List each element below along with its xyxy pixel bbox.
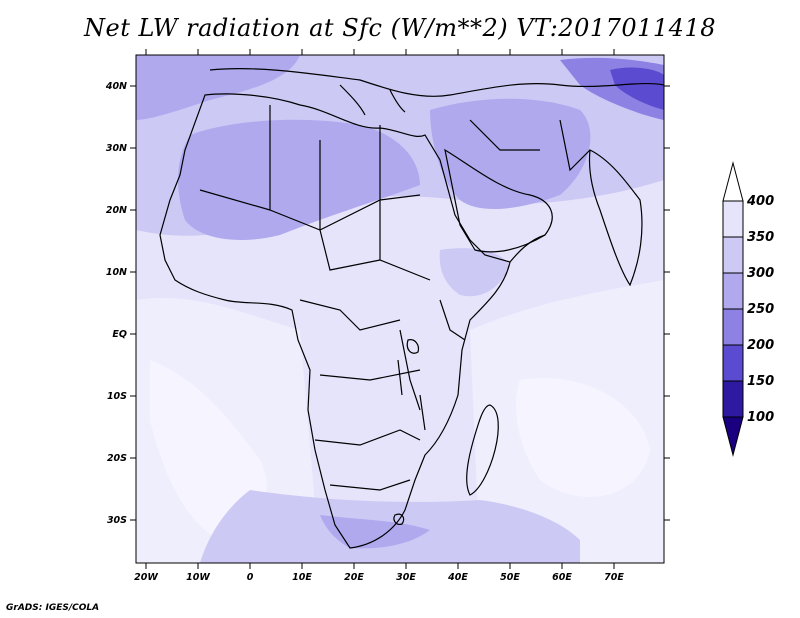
lat-label: 10S	[107, 391, 127, 402]
colorbar-bottom-arrow	[722, 416, 744, 457]
map-title: Net LW radiation at Sfc (W/m**2) VT:2017…	[84, 14, 716, 42]
lon-label: 10E	[292, 572, 312, 583]
colorbar-label: 250	[747, 302, 774, 317]
plot-frame	[135, 54, 665, 564]
colorbar-top-arrow	[722, 161, 744, 202]
latitude-axis	[130, 85, 670, 521]
colorbar-segment	[722, 344, 744, 382]
colorbar	[722, 161, 744, 457]
lon-label: 30E	[396, 572, 416, 583]
lon-label: 50E	[500, 572, 520, 583]
colorbar-segment	[722, 308, 744, 346]
lat-label: 30N	[106, 143, 127, 154]
radiation-field	[136, 55, 664, 563]
lat-label: 40N	[105, 81, 127, 92]
lat-label: 20S	[107, 453, 127, 464]
lon-label: 20E	[344, 572, 364, 583]
longitude-axis	[145, 49, 615, 569]
lon-label: 0	[247, 572, 254, 583]
lat-label: 10N	[106, 267, 127, 278]
colorbar-segment	[722, 380, 744, 418]
lat-label: 30S	[107, 515, 127, 526]
credit-text: GrADS: IGES/COLA	[6, 603, 100, 613]
lon-label: 60E	[552, 572, 572, 583]
colorbar-label: 300	[747, 266, 774, 281]
lat-label: 20N	[106, 205, 127, 216]
coastlines	[159, 68, 664, 549]
lon-label: 10W	[186, 572, 210, 583]
lon-label: 70E	[604, 572, 624, 583]
colorbar-label: 400	[746, 194, 774, 209]
colorbar-label: 200	[747, 338, 774, 353]
colorbar-label: 350	[747, 230, 774, 245]
colorbar-label: 100	[747, 410, 774, 425]
lat-label: EQ	[112, 329, 127, 340]
colorbar-label: 150	[747, 374, 774, 389]
colorbar-segment	[722, 200, 744, 238]
lon-label: 40E	[447, 572, 468, 583]
colorbar-segment	[722, 236, 744, 274]
lon-label: 20W	[134, 572, 158, 583]
colorbar-segment	[722, 272, 744, 310]
